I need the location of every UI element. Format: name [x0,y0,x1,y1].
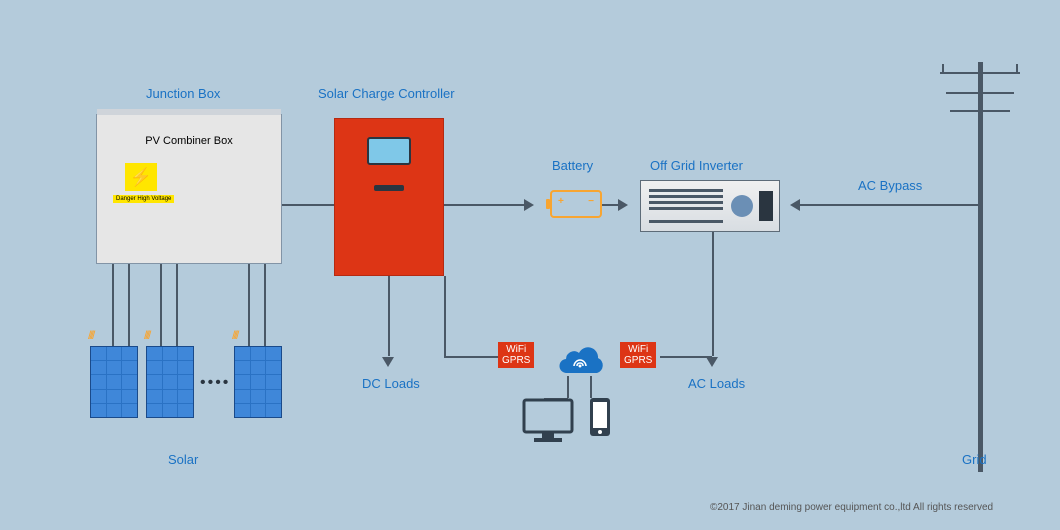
junction-box-label: Junction Box [146,86,220,101]
danger-label: Danger High Voltage [113,195,174,203]
scc-label: Solar Charge Controller [318,86,455,101]
pv-combiner-label: PV Combiner Box [97,135,281,147]
solar-charge-controller [334,118,444,276]
ac-loads-label: AC Loads [688,376,745,391]
wifi-gprs-left: WiFiGPRS [498,342,534,368]
sun-rays-icon: //// [88,328,93,342]
sun-rays-icon: //// [144,328,149,342]
utility-pole-icon [978,62,983,472]
cloud-icon [548,336,612,381]
diagram-canvas: PV Combiner Box ⚡ Danger High Voltage Ju… [0,0,1060,530]
monitor-icon [520,398,576,451]
inverter-dial-icon [731,195,753,217]
off-grid-inverter [640,180,780,232]
pole-crossarm-mid [946,92,1014,94]
solar-panel-2 [146,346,194,418]
junction-box: PV Combiner Box ⚡ Danger High Voltage [96,114,282,264]
wifi-gprs-right: WiFiGPRS [620,342,656,368]
inverter-label: Off Grid Inverter [650,158,743,173]
phone-icon [590,398,610,436]
solar-panel-3 [234,346,282,418]
solar-label: Solar [168,452,198,467]
battery-label: Battery [552,158,593,173]
copyright-text: ©2017 Jinan deming power equipment co.,l… [710,502,993,513]
ac-bypass-label: AC Bypass [858,178,922,193]
pole-crossarm-low [950,110,1010,112]
pole-crossarm-top [940,72,1020,74]
sun-rays-icon: //// [232,328,237,342]
solar-panel-1 [90,346,138,418]
scc-display-icon [367,137,411,165]
inverter-port-icon [759,191,773,221]
grid-label: Grid [962,452,987,467]
battery-icon: + − [550,190,602,218]
dc-loads-label: DC Loads [362,376,420,391]
scc-knob-icon [374,185,404,191]
warning-icon: ⚡ [125,163,157,191]
ellipsis-icon: •••• [200,374,230,392]
